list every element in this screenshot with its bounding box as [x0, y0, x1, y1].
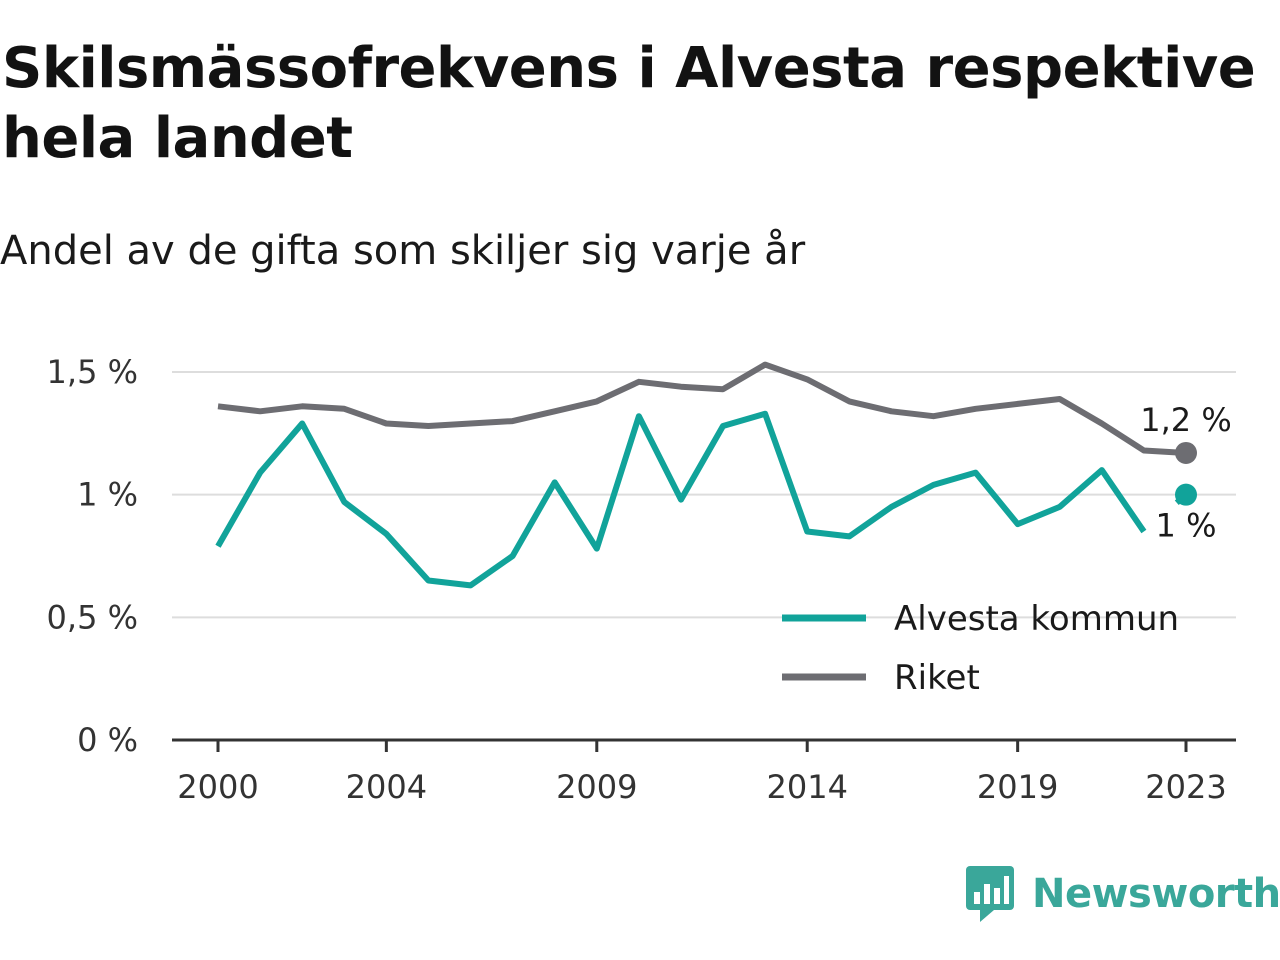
y-tick-label: 0,5 % — [47, 598, 138, 636]
x-tick-label: 2019 — [977, 768, 1058, 806]
x-tick-label: 2023 — [1145, 768, 1226, 806]
legend-label: Alvesta kommun — [894, 599, 1179, 639]
y-tick-label: 0 % — [77, 721, 138, 759]
x-axis-labels: 2000 2004 2009 2014 2019 2023 — [177, 768, 1226, 806]
series-lines: 1,2 % 1 % — [215, 361, 1232, 589]
x-tick-label: 2000 — [177, 768, 258, 806]
series-line-1 — [217, 361, 1187, 456]
legend: Alvesta kommun Riket — [782, 599, 1179, 698]
x-axis — [172, 738, 1236, 752]
x-tick-label: 2004 — [346, 768, 427, 806]
brand-name: Newsworthy — [1032, 871, 1280, 917]
brand-logo[interactable]: Newsworthy — [964, 864, 1280, 924]
end-label-riket: 1,2 % — [1140, 401, 1231, 439]
x-tick-label: 2009 — [556, 768, 637, 806]
series-line-0 — [215, 410, 1147, 589]
series-end-point-0 — [1175, 483, 1197, 506]
series-end-point-1 — [1175, 441, 1197, 464]
y-axis-labels: 0 % 0,5 % 1 % 1,5 % — [47, 353, 138, 759]
legend-label: Riket — [894, 658, 980, 698]
y-tick-label: 1,5 % — [47, 353, 138, 391]
end-label-alvesta: 1 % — [1156, 507, 1217, 545]
chart-subtitle: Andel av de gifta som skiljer sig varje … — [0, 228, 806, 274]
grid-lines — [172, 371, 1236, 619]
y-tick-label: 1 % — [77, 476, 138, 514]
newsworthy-logo-icon — [966, 866, 1014, 922]
x-tick-label: 2014 — [766, 768, 847, 806]
chart-title: Skilsmässofrekvens i Alvesta respektive … — [2, 36, 1256, 171]
